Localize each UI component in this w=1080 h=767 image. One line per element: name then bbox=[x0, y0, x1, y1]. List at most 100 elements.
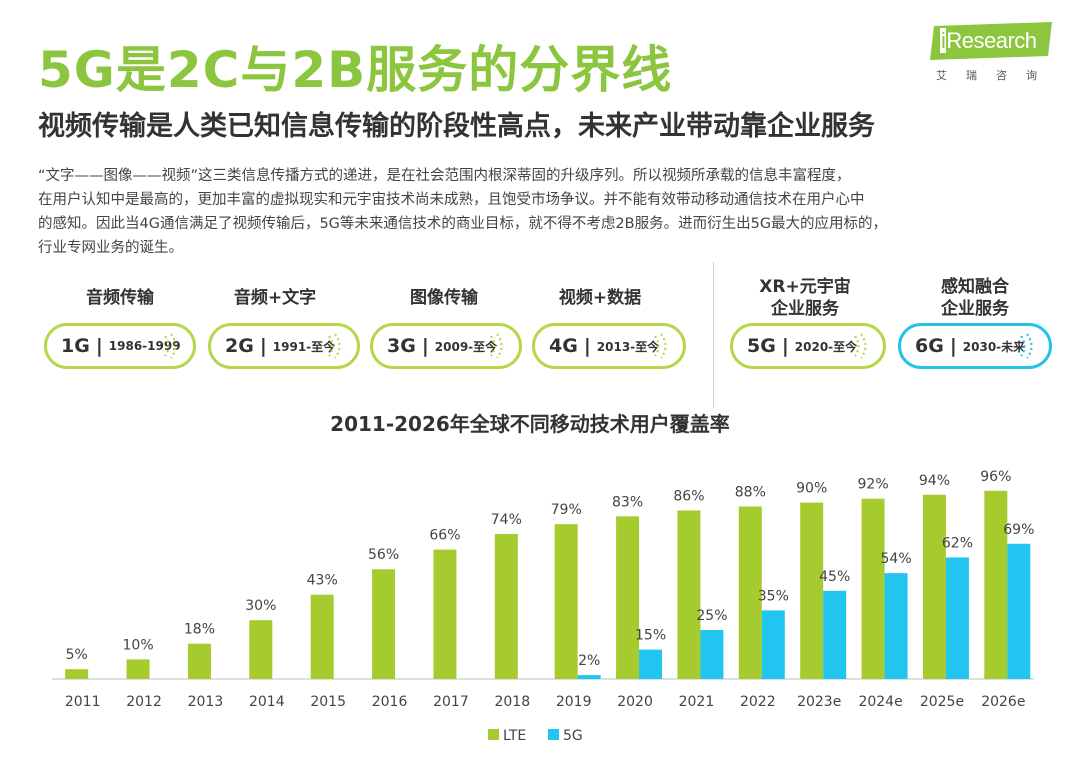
lte-label-2025e: 94% bbox=[919, 473, 950, 489]
pill-years: 2030-未来 bbox=[962, 339, 1026, 354]
era-label-6g: 感知融合 企业服务 bbox=[915, 276, 1035, 320]
legend-swatch-5g bbox=[548, 729, 559, 740]
5g-bar-2025e bbox=[945, 557, 969, 679]
lte-label-2019: 79% bbox=[551, 502, 582, 518]
lte-bar-2023e bbox=[800, 502, 824, 679]
lte-bar-2018 bbox=[494, 533, 518, 679]
lte-bar-2020 bbox=[616, 516, 640, 679]
pill-generation: 3G bbox=[387, 335, 416, 357]
lte-bar-2019 bbox=[554, 524, 578, 679]
x-tick-label: 2017 bbox=[433, 694, 469, 710]
pill-generation: 6G bbox=[915, 335, 944, 357]
x-tick-label: 2013 bbox=[188, 694, 224, 710]
era-label-1g: 音频传输 bbox=[86, 288, 154, 308]
x-tick-label: 2014 bbox=[249, 694, 285, 710]
page-title: 5G是2C与2B服务的分界线 bbox=[38, 41, 673, 99]
x-tick-label: 2024e bbox=[858, 694, 902, 710]
pill-years: 2013-至今 bbox=[596, 339, 660, 354]
pill-generation: 5G bbox=[747, 335, 776, 357]
pill-separator: | bbox=[259, 335, 267, 357]
section-divider bbox=[713, 262, 714, 408]
lte-label-2026e: 96% bbox=[980, 469, 1011, 485]
signal-icon bbox=[654, 333, 667, 359]
lte-label-2012: 10% bbox=[123, 637, 154, 653]
lte-bar-2016 bbox=[372, 569, 396, 679]
signal-icon bbox=[854, 333, 867, 359]
lte-bar-2026e bbox=[984, 490, 1008, 679]
logo-badge bbox=[930, 22, 1052, 60]
x-tick-label: 2018 bbox=[494, 694, 530, 710]
era-label-3g: 图像传输 bbox=[410, 288, 478, 308]
5g-bar-2019 bbox=[577, 675, 601, 679]
lte-bar-2013 bbox=[187, 643, 211, 679]
5g-bar-2024e bbox=[884, 573, 908, 679]
5g-bar-2021 bbox=[700, 630, 724, 679]
x-tick-label: 2022 bbox=[740, 694, 776, 710]
pill-5g: 5G | 2020-至今 bbox=[730, 323, 886, 369]
lte-bar-2021 bbox=[677, 510, 701, 679]
pill-generation: 4G bbox=[549, 335, 578, 357]
lte-label-2015: 43% bbox=[307, 573, 338, 589]
pill-years: 2009-至今 bbox=[434, 339, 498, 354]
lte-bar-2011 bbox=[65, 669, 89, 679]
era-label-2g: 音频+文字 bbox=[233, 288, 317, 308]
page-subtitle: 视频传输是人类已知信息传输的阶段性高点，未来产业带动靠企业服务 bbox=[38, 111, 875, 142]
5g-bar-2023e bbox=[823, 590, 847, 679]
x-tick-label: 2023e bbox=[797, 694, 841, 710]
5g-label-2022: 35% bbox=[758, 588, 789, 604]
lte-label-2018: 74% bbox=[491, 512, 522, 528]
lte-label-2021: 86% bbox=[673, 488, 704, 504]
x-tick-label: 2019 bbox=[556, 694, 592, 710]
lte-bar-2012 bbox=[126, 659, 150, 679]
pill-2g: 2G | 1991-至今 bbox=[208, 323, 360, 369]
pill-separator: | bbox=[583, 335, 591, 357]
lte-label-2023e: 90% bbox=[796, 481, 827, 497]
5g-label-2025e: 62% bbox=[942, 535, 973, 551]
lte-bar-2015 bbox=[310, 594, 334, 679]
lte-bar-2025e bbox=[922, 494, 946, 679]
5g-label-2023e: 45% bbox=[819, 569, 850, 585]
x-tick-label: 2020 bbox=[617, 694, 653, 710]
era-label-5g-line1: XR+元宇宙 bbox=[759, 277, 851, 297]
lte-bar-2017 bbox=[433, 549, 457, 679]
lte-label-2013: 18% bbox=[184, 622, 215, 638]
lte-label-2020: 83% bbox=[612, 494, 643, 510]
era-label-4g: 视频+数据 bbox=[558, 288, 642, 308]
signal-icon bbox=[1020, 333, 1033, 359]
era-label-6g-line1: 感知融合 bbox=[941, 277, 1009, 297]
pill-separator: | bbox=[949, 335, 957, 357]
5g-label-2020: 15% bbox=[635, 628, 666, 644]
lte-bar-2022 bbox=[738, 506, 762, 679]
era-label-6g-line2: 企业服务 bbox=[941, 299, 1009, 319]
x-tick-label: 2016 bbox=[372, 694, 408, 710]
era-label-5g-line2: 企业服务 bbox=[771, 299, 839, 319]
era-label-5g: XR+元宇宙 企业服务 bbox=[745, 276, 865, 320]
signal-icon bbox=[164, 333, 177, 359]
description-paragraph: “文字——图像——视频”这三类信息传播方式的递进，是在社会范围内根深蒂固的升级序… bbox=[38, 164, 1048, 260]
iresearch-logo: iResearch 艾瑞咨询 bbox=[930, 22, 1060, 84]
x-tick-label: 2021 bbox=[679, 694, 715, 710]
pill-separator: | bbox=[95, 335, 103, 357]
legend-label-lte: LTE bbox=[503, 728, 526, 744]
description-line: 在用户认知中是最高的，更加丰富的虚拟现实和元宇宙技术尚未成熟，且饱受市场争议。并… bbox=[38, 192, 865, 208]
lte-label-2017: 66% bbox=[429, 528, 460, 544]
x-tick-label: 2012 bbox=[126, 694, 162, 710]
description-line: 行业专网业务的诞生。 bbox=[38, 240, 183, 256]
pill-3g: 3G | 2009-至今 bbox=[370, 323, 522, 369]
pill-separator: | bbox=[781, 335, 789, 357]
logo-wordmark: iResearch bbox=[940, 28, 1037, 53]
5g-label-2026e: 69% bbox=[1003, 522, 1034, 538]
5g-bar-2020 bbox=[639, 649, 663, 679]
pill-generation: 2G bbox=[225, 335, 254, 357]
pill-6g: 6G | 2030-未来 bbox=[898, 323, 1052, 369]
x-tick-label: 2011 bbox=[65, 694, 101, 710]
x-tick-label: 2015 bbox=[310, 694, 346, 710]
pill-1g: 1G | 1986-1999 bbox=[44, 323, 196, 369]
5g-bar-2022 bbox=[761, 610, 785, 679]
legend-label-5g: 5G bbox=[563, 728, 583, 744]
pill-separator: | bbox=[421, 335, 429, 357]
5g-bar-2026e bbox=[1007, 543, 1031, 679]
signal-icon bbox=[328, 333, 341, 359]
lte-label-2022: 88% bbox=[735, 485, 766, 501]
pill-years: 2020-至今 bbox=[794, 339, 858, 354]
